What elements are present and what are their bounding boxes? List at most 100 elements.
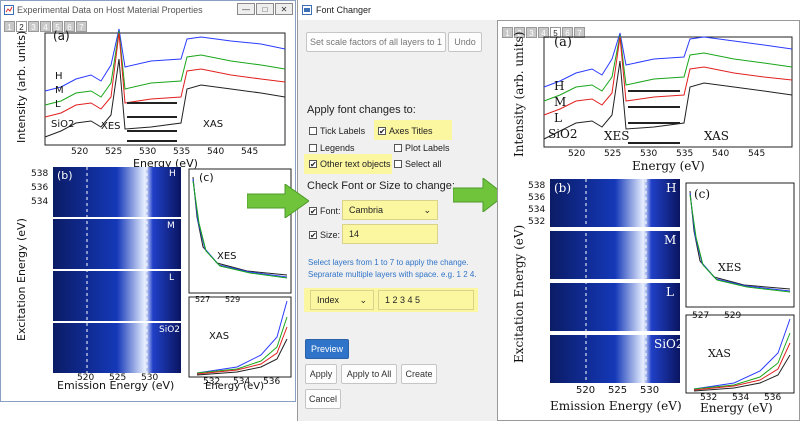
right-layer-tab-3[interactable]: 3 [526, 27, 537, 38]
panel-c-label: (c) [199, 171, 214, 184]
select-all-box[interactable] [394, 160, 402, 168]
layer-tab-4[interactable]: 4 [40, 21, 51, 32]
other-text-checkbox[interactable]: ✔ Other text objects [309, 159, 391, 169]
layers-input[interactable]: 1 2 3 4 5 [378, 290, 474, 310]
right-panel-a-label: (a) [554, 35, 572, 50]
right-layer-tab-1[interactable]: 1 [502, 27, 513, 38]
chevron-down-icon: ⌄ [359, 295, 367, 305]
panel-a-ytitle: Intensity (arb. units) [15, 30, 28, 143]
curve-label-m: M [55, 85, 64, 96]
curve-sio2 [44, 58, 286, 138]
right-panel-b-row-h: H [666, 181, 677, 195]
select-all-checkbox[interactable]: Select all [394, 159, 442, 169]
panel-b-row-l: L [169, 273, 175, 283]
layer-tab-6[interactable]: 6 [64, 21, 75, 32]
right-panel-a[interactable]: (a) Intensity (arb. units) H M L SiO2 XE… [498, 25, 800, 175]
chevron-down-icon: ⌄ [423, 205, 431, 215]
maximize-button[interactable]: □ [256, 3, 274, 15]
panel-b-xtick-3: 530 [141, 373, 159, 383]
font-label: Font: [320, 206, 341, 216]
panel-b-ytick-2: 536 [31, 183, 49, 193]
right-panel-b-row-m: M [664, 233, 677, 247]
dialog-app-icon [302, 5, 312, 15]
layers-input-value: 1 2 3 4 5 [385, 295, 421, 305]
panel-c-xtick-bot-3: 536 [263, 377, 281, 387]
legends-checkbox[interactable]: Legends [309, 143, 355, 153]
curve-l [44, 32, 286, 118]
right-panel-a-xtick-5: 540 [712, 149, 730, 159]
undo-button[interactable]: Undo [448, 32, 482, 52]
apply-heading: Apply font changes to: [307, 104, 416, 116]
panel-c-xtick-bot-2: 534 [233, 377, 251, 387]
right-panel-c-xtick-top-1: 527 [692, 311, 710, 321]
dialog-titlebar[interactable]: Font Changer [298, 0, 510, 20]
preview-button[interactable]: Preview [305, 339, 349, 359]
plot-labels-box[interactable] [394, 144, 402, 152]
index-select-value: Index [317, 295, 340, 305]
apply-button[interactable]: Apply [305, 364, 337, 384]
other-text-highlight [304, 154, 392, 174]
panel-a-xtick-6: 545 [241, 147, 259, 157]
left-panel-b[interactable]: (b) H M L SiO2 538 536 534 Excitation En… [1, 163, 187, 395]
tick-labels-text: Tick Labels [320, 126, 366, 136]
layer-tab-3[interactable]: 3 [28, 21, 39, 32]
other-text-box[interactable]: ✔ [309, 160, 317, 169]
panel-b-ytitle: Excitation Energy (eV) [15, 218, 28, 341]
right-panel-a-xtick-2: 525 [604, 149, 622, 159]
right-panel-c-plot [685, 182, 795, 394]
left-panel-b-maps [53, 167, 181, 373]
tick-labels-box[interactable] [309, 127, 317, 135]
right-layer-tab-2[interactable]: 2 [514, 27, 525, 38]
right-panel-c-xas-label: XAS [708, 347, 731, 360]
tick-labels-checkbox[interactable]: Tick Labels [309, 126, 365, 136]
right-panel-c[interactable]: (c) XES 527 529 XAS 532 534 536 Energy (… [684, 181, 798, 419]
font-box[interactable]: ✔ [309, 207, 317, 216]
curve-h [44, 28, 286, 92]
font-dropdown[interactable]: Cambria ⌄ [342, 200, 438, 220]
close-button[interactable]: ✕ [275, 3, 293, 15]
create-button[interactable]: Create [401, 364, 437, 384]
panel-a-xtick-5: 540 [207, 147, 225, 157]
right-panel-c-xtick-bot-2: 534 [732, 393, 750, 403]
size-input[interactable]: 14 [342, 224, 438, 244]
axes-titles-box[interactable]: ✔ [378, 127, 386, 136]
right-curve-label-m: M [554, 95, 567, 109]
font-checkbox[interactable]: ✔ Font: [309, 206, 341, 216]
layer-tab-1[interactable]: 1 [4, 21, 15, 32]
right-panel-a-xtick-1: 520 [568, 149, 586, 159]
right-panel-a-ytitle: Intensity (arb. units) [512, 31, 526, 157]
apply-to-all-button[interactable]: Apply to All [341, 364, 397, 384]
xas-label: XAS [203, 119, 224, 130]
left-panel-a[interactable]: (a) Intensity (arb. units) H M L SiO2 XE… [1, 19, 297, 170]
layer-tab-7[interactable]: 7 [76, 21, 87, 32]
size-checkbox[interactable]: ✔ Size: [309, 230, 340, 240]
right-panel-a-xtick-6: 545 [748, 149, 766, 159]
minimize-button[interactable]: — [237, 3, 255, 15]
index-select[interactable]: Index ⌄ [310, 290, 374, 310]
right-xes-label: XES [604, 129, 630, 143]
right-panel-c-label: (c) [694, 187, 711, 201]
layer-tab-2[interactable]: 2 [16, 21, 27, 32]
curve-label-l: L [55, 99, 61, 110]
cancel-button[interactable]: Cancel [305, 389, 341, 409]
left-panel-c[interactable]: (c) XES 527 529 XAS 532 534 536 Energy (… [187, 167, 295, 395]
plot-labels-text: Plot Labels [405, 143, 450, 153]
right-panel-b-ytick-3: 534 [528, 205, 546, 215]
left-window-titlebar[interactable]: Experimental Data on Host Material Prope… [1, 1, 295, 19]
axes-titles-checkbox[interactable]: ✔ Axes Titles [378, 126, 433, 136]
curve-label-sio2: SiO2 [51, 119, 75, 130]
right-panel-c-xtick-bot-3: 536 [764, 393, 782, 403]
panel-c-xtick-top-1: 527 [195, 295, 211, 304]
graph-window-icon [4, 5, 14, 15]
other-text-text: Other text objects [320, 159, 391, 169]
legends-box[interactable] [309, 144, 317, 152]
right-panel-b[interactable]: (b) H M L SiO2 538 536 534 532 Excitatio… [498, 177, 684, 419]
right-curve-label-h: H [554, 79, 565, 93]
size-box[interactable]: ✔ [309, 231, 317, 240]
right-panel-c-xtitle: Energy (eV) [700, 401, 773, 415]
set-scale-factors-button[interactable]: Set scale factors of all layers to 1 [306, 32, 446, 52]
right-panel-b-ytick-1: 538 [528, 181, 546, 191]
plot-labels-checkbox[interactable]: Plot Labels [394, 143, 450, 153]
layer-tab-5[interactable]: 5 [52, 21, 63, 32]
right-panel-b-xtitle: Emission Energy (eV) [550, 399, 682, 413]
